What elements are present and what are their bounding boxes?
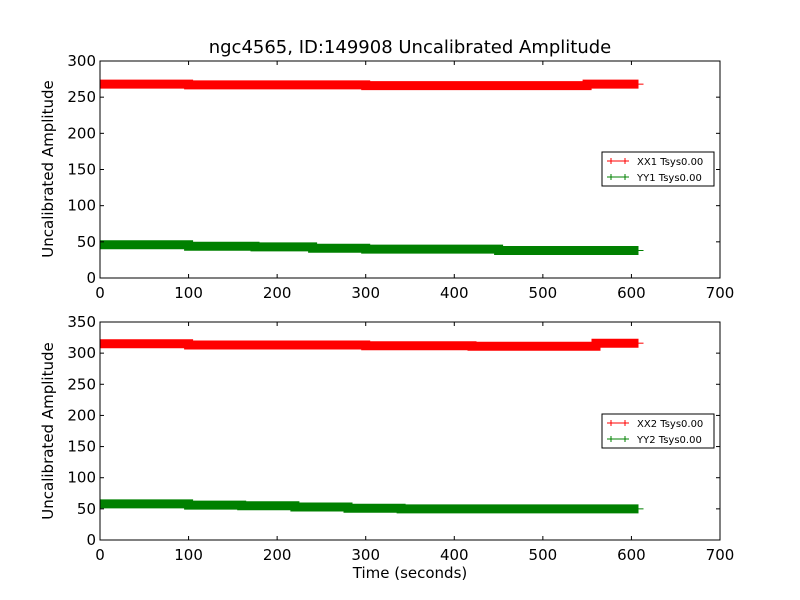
legend-label: XX1 Tsys0.00: [637, 157, 703, 168]
y-tick-label: 250: [67, 375, 96, 393]
series-line-yy1: [100, 240, 639, 255]
y-tick-label: 150: [67, 438, 96, 456]
y-tick-label: 200: [67, 406, 96, 424]
legend-box: [601, 413, 715, 449]
chart-title: ngc4565, ID:149908 Uncalibrated Amplitud…: [209, 37, 612, 58]
y-tick-label: 300: [67, 52, 96, 70]
y-tick-label: 300: [67, 344, 96, 362]
axes-frame: [99, 321, 721, 541]
y-tick-label: 50: [77, 233, 96, 251]
y-tick-label: 150: [67, 161, 96, 179]
y-axis-label-bottom: Uncalibrated Amplitude: [39, 342, 57, 519]
axes-1: 0 100 200 300 400 500 600 700 0 50 100 150 200 250 300…: [67, 52, 734, 302]
legend-label: YY1 Tsys0.00: [636, 173, 702, 184]
y-tick-label: 200: [67, 124, 96, 142]
legend-label: XX2 Tsys0.00: [637, 419, 703, 430]
x-tick-label: 100: [174, 284, 203, 302]
x-tick-label: 0: [95, 284, 105, 302]
x-tick-label: 400: [440, 546, 469, 564]
x-tick-label: 0: [95, 546, 105, 564]
x-tick-label: 100: [174, 546, 203, 564]
y-tick-label: 350: [67, 313, 96, 331]
x-tick-label: 400: [440, 284, 469, 302]
y-axis-label-top: Uncalibrated Amplitude: [39, 80, 57, 257]
x-tick-label: 200: [263, 546, 292, 564]
y-tick-label: 250: [67, 88, 96, 106]
y-tick-label: 100: [67, 197, 96, 215]
x-tick-label: 500: [529, 546, 558, 564]
x-tick-label: 200: [263, 284, 292, 302]
x-tick-label: 600: [617, 284, 646, 302]
x-tick-label: 300: [351, 546, 380, 564]
x-tick-label: 500: [529, 284, 558, 302]
legend: XX1 Tsys0.00 YY1 Tsys0.00: [601, 151, 715, 187]
series-line-yy2: [100, 499, 639, 514]
legend: XX2 Tsys0.00 YY2 Tsys0.00: [601, 413, 715, 449]
legend-label: YY2 Tsys0.00: [636, 435, 702, 446]
legend-box: [601, 151, 715, 187]
y-tick-label: 50: [77, 500, 96, 518]
y-tick-label: 0: [86, 531, 96, 549]
y-tick-label: 0: [86, 269, 96, 287]
x-tick-label: 600: [617, 546, 646, 564]
x-tick-label: 300: [351, 284, 380, 302]
axes-2: 0 100 200 300 400 500 600 700 0 50 100 150 200 250 300…: [67, 313, 734, 564]
x-tick-label: 700: [706, 546, 735, 564]
x-tick-label: 700: [706, 284, 735, 302]
series-line-xx1: [100, 79, 639, 91]
y-tick-label: 100: [67, 469, 96, 487]
x-axis-label: Time (seconds): [352, 564, 468, 582]
series-line-xx2: [100, 338, 639, 351]
